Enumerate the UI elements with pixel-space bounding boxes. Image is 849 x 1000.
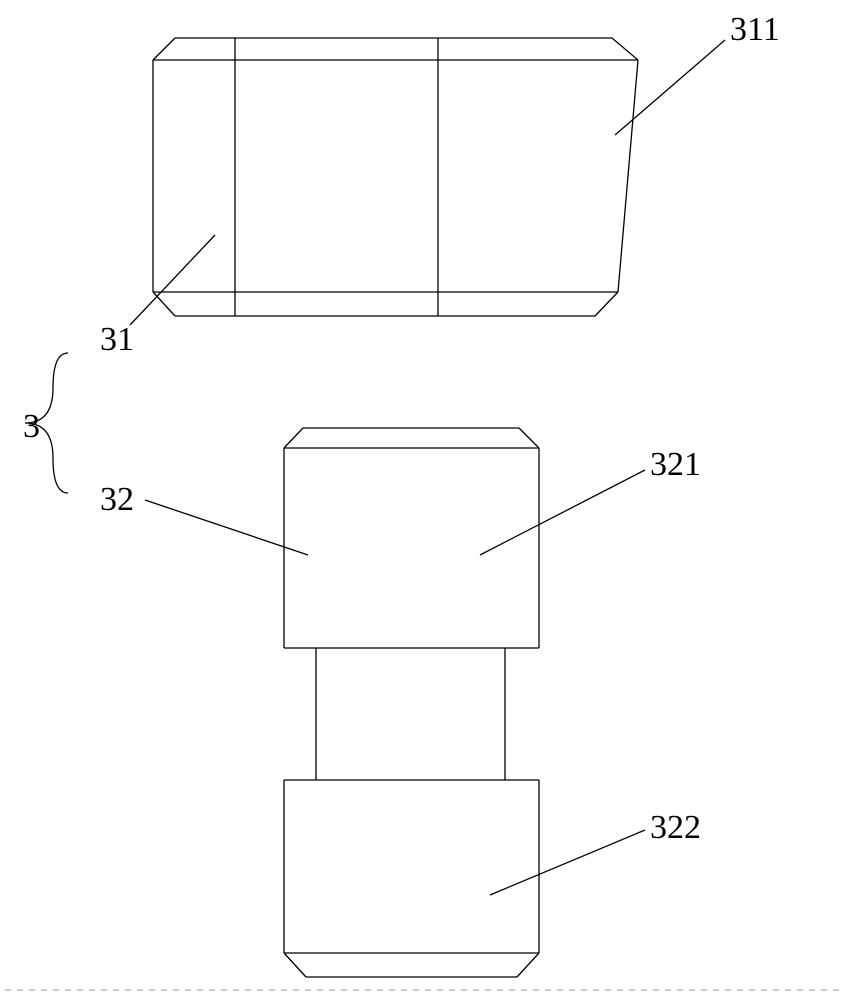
- leader-l_31: [130, 235, 215, 325]
- lower-seg3-chamfer-left: [284, 953, 306, 977]
- label-lbl_32: 32: [100, 481, 134, 518]
- label-lbl_321: 321: [650, 446, 701, 483]
- upper-bot-chamfer-left: [153, 292, 175, 316]
- label-lbl_322: 322: [650, 809, 701, 846]
- lower-seg1-chamfer-right: [519, 428, 539, 448]
- label-lbl_3: 3: [23, 408, 40, 445]
- label-lbl_311: 311: [730, 11, 780, 48]
- lower-seg1-chamfer-left: [284, 428, 303, 448]
- label-lbl_31: 31: [100, 321, 134, 358]
- upper-right: [618, 60, 638, 292]
- upper-top-chamfer-right: [612, 38, 638, 60]
- lower-seg3-chamfer-right: [517, 953, 539, 977]
- leader-l_322: [490, 830, 645, 895]
- upper-bot-chamfer-right: [595, 292, 618, 316]
- upper-top-chamfer-left: [153, 38, 175, 60]
- leader-l_321: [480, 470, 645, 555]
